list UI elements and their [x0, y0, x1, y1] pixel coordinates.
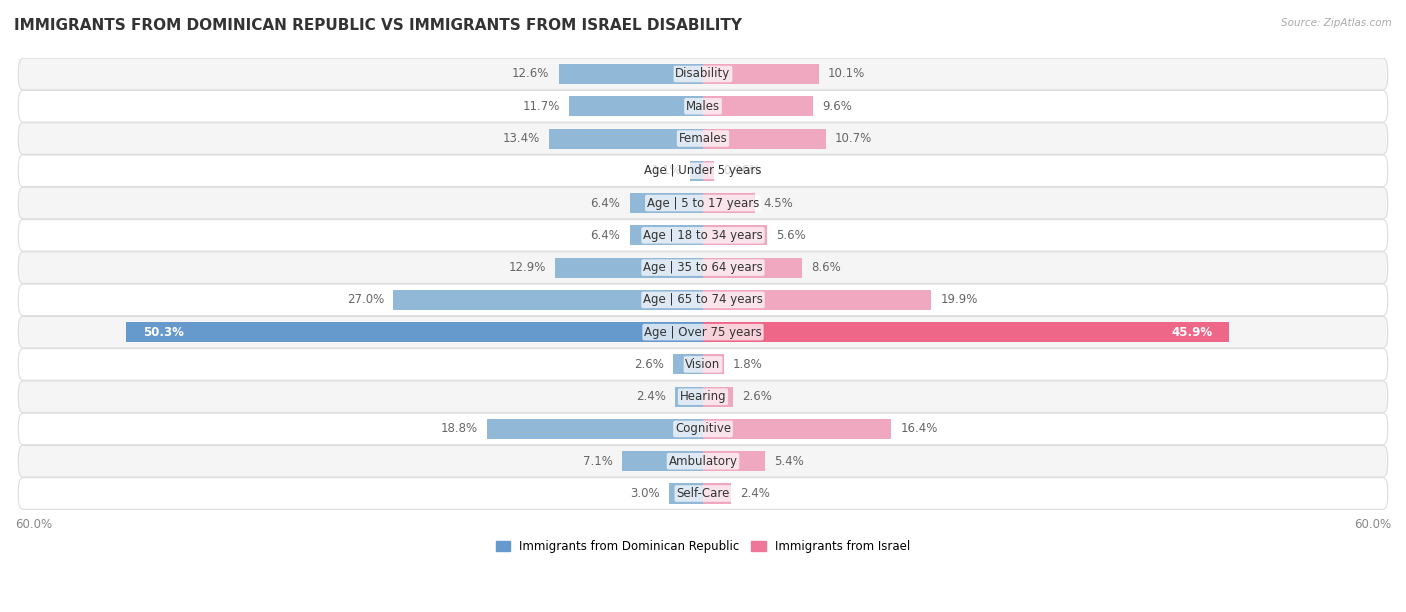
Text: 13.4%: 13.4% — [503, 132, 540, 145]
Text: Age | Under 5 years: Age | Under 5 years — [644, 164, 762, 177]
FancyBboxPatch shape — [18, 284, 1388, 316]
Bar — [690, 161, 703, 181]
Text: 1.8%: 1.8% — [733, 358, 762, 371]
Text: Cognitive: Cognitive — [675, 422, 731, 436]
Bar — [703, 387, 733, 407]
Bar — [630, 225, 703, 245]
FancyBboxPatch shape — [18, 478, 1388, 509]
Text: 8.6%: 8.6% — [811, 261, 841, 274]
Bar — [569, 96, 703, 116]
Bar — [703, 96, 813, 116]
Bar — [675, 387, 703, 407]
Bar — [703, 483, 731, 504]
FancyBboxPatch shape — [18, 413, 1388, 445]
FancyBboxPatch shape — [18, 349, 1388, 380]
Text: Self-Care: Self-Care — [676, 487, 730, 500]
Legend: Immigrants from Dominican Republic, Immigrants from Israel: Immigrants from Dominican Republic, Immi… — [491, 536, 915, 558]
Text: 2.4%: 2.4% — [740, 487, 769, 500]
Text: 0.96%: 0.96% — [723, 164, 761, 177]
FancyBboxPatch shape — [18, 446, 1388, 477]
Bar — [703, 193, 755, 213]
Text: 11.7%: 11.7% — [522, 100, 560, 113]
Text: 27.0%: 27.0% — [347, 293, 384, 307]
Text: 4.5%: 4.5% — [763, 196, 793, 209]
Text: 10.7%: 10.7% — [835, 132, 872, 145]
Text: 7.1%: 7.1% — [582, 455, 613, 468]
FancyBboxPatch shape — [18, 187, 1388, 219]
Bar — [703, 129, 825, 149]
Text: 12.6%: 12.6% — [512, 67, 550, 80]
Text: IMMIGRANTS FROM DOMINICAN REPUBLIC VS IMMIGRANTS FROM ISRAEL DISABILITY: IMMIGRANTS FROM DOMINICAN REPUBLIC VS IM… — [14, 18, 742, 34]
Text: Disability: Disability — [675, 67, 731, 80]
Text: 5.6%: 5.6% — [776, 229, 806, 242]
Bar — [703, 451, 765, 471]
Bar — [630, 193, 703, 213]
Text: 45.9%: 45.9% — [1171, 326, 1212, 338]
Bar — [703, 354, 724, 375]
Text: 60.0%: 60.0% — [1354, 518, 1391, 531]
Bar — [703, 290, 931, 310]
Bar — [558, 64, 703, 84]
Bar — [703, 419, 891, 439]
Text: Males: Males — [686, 100, 720, 113]
Bar — [488, 419, 703, 439]
Text: 2.6%: 2.6% — [634, 358, 664, 371]
FancyBboxPatch shape — [18, 316, 1388, 348]
FancyBboxPatch shape — [18, 122, 1388, 154]
FancyBboxPatch shape — [18, 220, 1388, 251]
Text: 5.4%: 5.4% — [775, 455, 804, 468]
Text: 50.3%: 50.3% — [143, 326, 184, 338]
Bar — [127, 322, 703, 342]
Text: Source: ZipAtlas.com: Source: ZipAtlas.com — [1281, 18, 1392, 28]
Bar — [703, 64, 818, 84]
Text: Age | 35 to 64 years: Age | 35 to 64 years — [643, 261, 763, 274]
Text: Ambulatory: Ambulatory — [668, 455, 738, 468]
Text: Age | 65 to 74 years: Age | 65 to 74 years — [643, 293, 763, 307]
Bar — [703, 225, 768, 245]
FancyBboxPatch shape — [18, 58, 1388, 90]
Text: Age | 5 to 17 years: Age | 5 to 17 years — [647, 196, 759, 209]
Text: 18.8%: 18.8% — [441, 422, 478, 436]
Text: Females: Females — [679, 132, 727, 145]
Text: 2.6%: 2.6% — [742, 390, 772, 403]
Bar — [555, 258, 703, 278]
Text: 12.9%: 12.9% — [509, 261, 546, 274]
Text: 6.4%: 6.4% — [591, 229, 620, 242]
Bar — [550, 129, 703, 149]
FancyBboxPatch shape — [18, 252, 1388, 283]
Bar — [621, 451, 703, 471]
FancyBboxPatch shape — [18, 155, 1388, 187]
Text: 2.4%: 2.4% — [637, 390, 666, 403]
Bar — [703, 258, 801, 278]
Bar — [394, 290, 703, 310]
Text: 6.4%: 6.4% — [591, 196, 620, 209]
Text: 16.4%: 16.4% — [900, 422, 938, 436]
Bar — [669, 483, 703, 504]
Bar — [703, 322, 1229, 342]
Text: Vision: Vision — [685, 358, 721, 371]
FancyBboxPatch shape — [18, 91, 1388, 122]
Bar — [673, 354, 703, 375]
Text: Hearing: Hearing — [679, 390, 727, 403]
Text: 3.0%: 3.0% — [630, 487, 659, 500]
FancyBboxPatch shape — [18, 381, 1388, 412]
Text: 60.0%: 60.0% — [15, 518, 52, 531]
Bar — [703, 161, 714, 181]
Text: 9.6%: 9.6% — [823, 100, 852, 113]
Text: 19.9%: 19.9% — [941, 293, 977, 307]
Text: Age | Over 75 years: Age | Over 75 years — [644, 326, 762, 338]
Text: 1.1%: 1.1% — [651, 164, 682, 177]
Text: Age | 18 to 34 years: Age | 18 to 34 years — [643, 229, 763, 242]
Text: 10.1%: 10.1% — [828, 67, 865, 80]
